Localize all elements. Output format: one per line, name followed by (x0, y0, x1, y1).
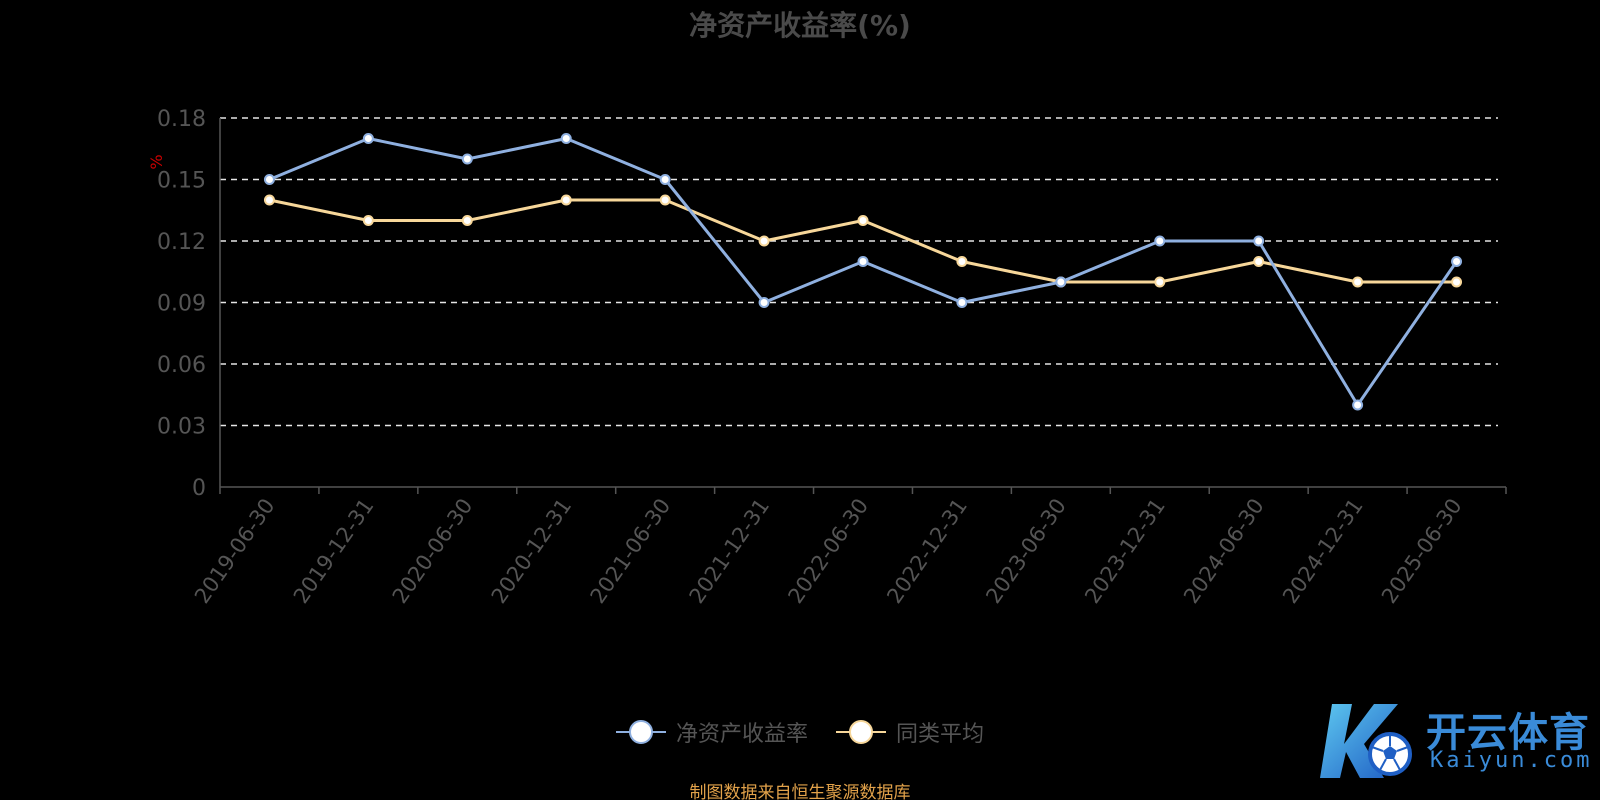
x-tick-label: 2020-12-31 (487, 494, 577, 608)
data-point[interactable] (956, 297, 968, 308)
data-point[interactable] (857, 215, 869, 226)
data-point[interactable] (1253, 256, 1265, 267)
x-tick-label: 2021-12-31 (685, 494, 775, 608)
data-point[interactable] (1352, 399, 1364, 411)
data-point[interactable] (1055, 276, 1067, 288)
data-point[interactable] (1352, 276, 1364, 288)
chart-legend: 净资产收益率 同类平均 (0, 716, 1600, 748)
y-tick-label: 0.09 (157, 292, 206, 317)
x-tick-label: 2025-06-30 (1377, 494, 1467, 608)
x-tick-label: 2019-06-30 (190, 494, 280, 608)
watermark-logo: 开云体育 Kaiyun.com (1318, 696, 1596, 784)
legend-symbol-roe (615, 720, 666, 744)
data-point[interactable] (758, 235, 770, 247)
legend-item-peer-average[interactable]: 同类平均 (836, 716, 984, 748)
grid-layer (220, 117, 1498, 427)
y-tick-label: 0.18 (157, 107, 206, 132)
data-point[interactable] (263, 194, 275, 206)
data-point[interactable] (263, 174, 275, 185)
data-point[interactable] (560, 194, 572, 206)
y-tick-label: 0.12 (157, 230, 206, 255)
data-point[interactable] (857, 256, 869, 267)
data-point[interactable] (560, 133, 572, 144)
kaiyun-logo-icon (1320, 704, 1412, 778)
line-chart: 0 0.03 0.06 0.09 0.12 0.15 0.18 2019-06-30 2019-… (147, 107, 1507, 608)
x-tick-label: 2022-06-30 (783, 494, 873, 608)
data-point[interactable] (956, 256, 968, 267)
x-tick-label: 2020-06-30 (388, 494, 478, 608)
data-point[interactable] (461, 215, 473, 226)
x-tick-label: 2023-06-30 (981, 494, 1071, 608)
data-point[interactable] (659, 194, 671, 206)
legend-label-roe: 净资产收益率 (675, 722, 808, 747)
x-tick-label: 2023-12-31 (1080, 494, 1170, 608)
legend-label-peer-average: 同类平均 (896, 722, 985, 747)
x-tick-label: 2024-06-30 (1179, 494, 1269, 608)
y-tick-label: 0.03 (157, 415, 206, 440)
x-tick-label: 2024-12-31 (1278, 494, 1368, 608)
data-point[interactable] (362, 133, 374, 144)
watermark-brand-en: Kaiyun.com (1430, 748, 1593, 773)
y-tick-label: 0.15 (157, 169, 206, 194)
series-layer (263, 133, 1463, 411)
y-tick-label: 0 (192, 476, 206, 501)
data-point[interactable] (659, 174, 671, 185)
legend-item-roe[interactable]: 净资产收益率 (615, 716, 808, 748)
y-axis-label: % (147, 154, 166, 169)
x-tick-label: 2021-06-30 (586, 494, 676, 608)
x-tick-label: 2022-12-31 (882, 494, 972, 608)
watermark-brand-cn: 开云体育 (1426, 710, 1590, 756)
data-point[interactable] (1253, 235, 1265, 247)
data-point[interactable] (1154, 235, 1166, 247)
data-point[interactable] (1451, 256, 1463, 267)
axis-layer: 0 0.03 0.06 0.09 0.12 0.15 0.18 2019-06-30 2019-… (157, 107, 1507, 608)
series-line (268, 137, 1458, 407)
data-point[interactable] (1154, 276, 1166, 288)
data-point[interactable] (1451, 276, 1463, 288)
x-tick-label: 2019-12-31 (289, 494, 379, 608)
data-point[interactable] (362, 215, 374, 226)
data-point[interactable] (461, 153, 473, 165)
y-tick-label: 0.06 (157, 353, 206, 378)
data-point[interactable] (758, 297, 770, 308)
data-source-note: 制图数据来自恒生聚源数据库 (689, 783, 911, 800)
chart-title: 净资产收益率(%) (689, 9, 911, 42)
legend-symbol-peer-average (836, 720, 886, 744)
